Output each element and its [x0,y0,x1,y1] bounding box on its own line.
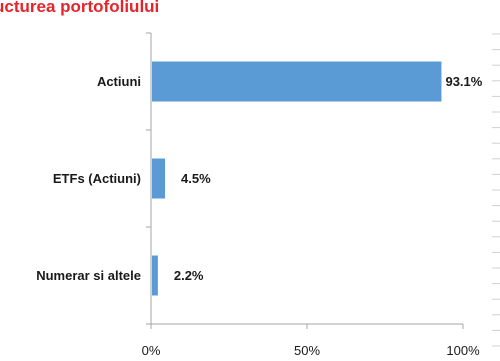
x-tick-label: 0% [142,343,161,358]
x-tick-labels: 0% 50% 100% [142,343,480,358]
category-label: Actiuni [97,74,141,89]
x-tick-label: 100% [446,343,480,358]
category-labels: Actiuni ETFs (Actiuni) Numerar si altele [36,74,141,283]
category-label: Numerar si altele [36,268,141,283]
bar-2 [152,255,158,296]
value-label: 4.5% [181,171,211,186]
value-label: 93.1% [445,74,482,89]
x-tick-label: 50% [294,343,320,358]
right-edge-tick-marks [492,33,500,347]
axes [146,32,464,329]
category-label: ETFs (Actiuni) [53,171,141,186]
bars [152,61,442,296]
bar-1 [152,158,166,199]
value-label: 2.2% [174,268,204,283]
value-labels: 93.1% 4.5% 2.2% [174,74,483,283]
bar-0 [152,61,442,102]
chart-title: ucturea portofoliului [0,0,159,16]
